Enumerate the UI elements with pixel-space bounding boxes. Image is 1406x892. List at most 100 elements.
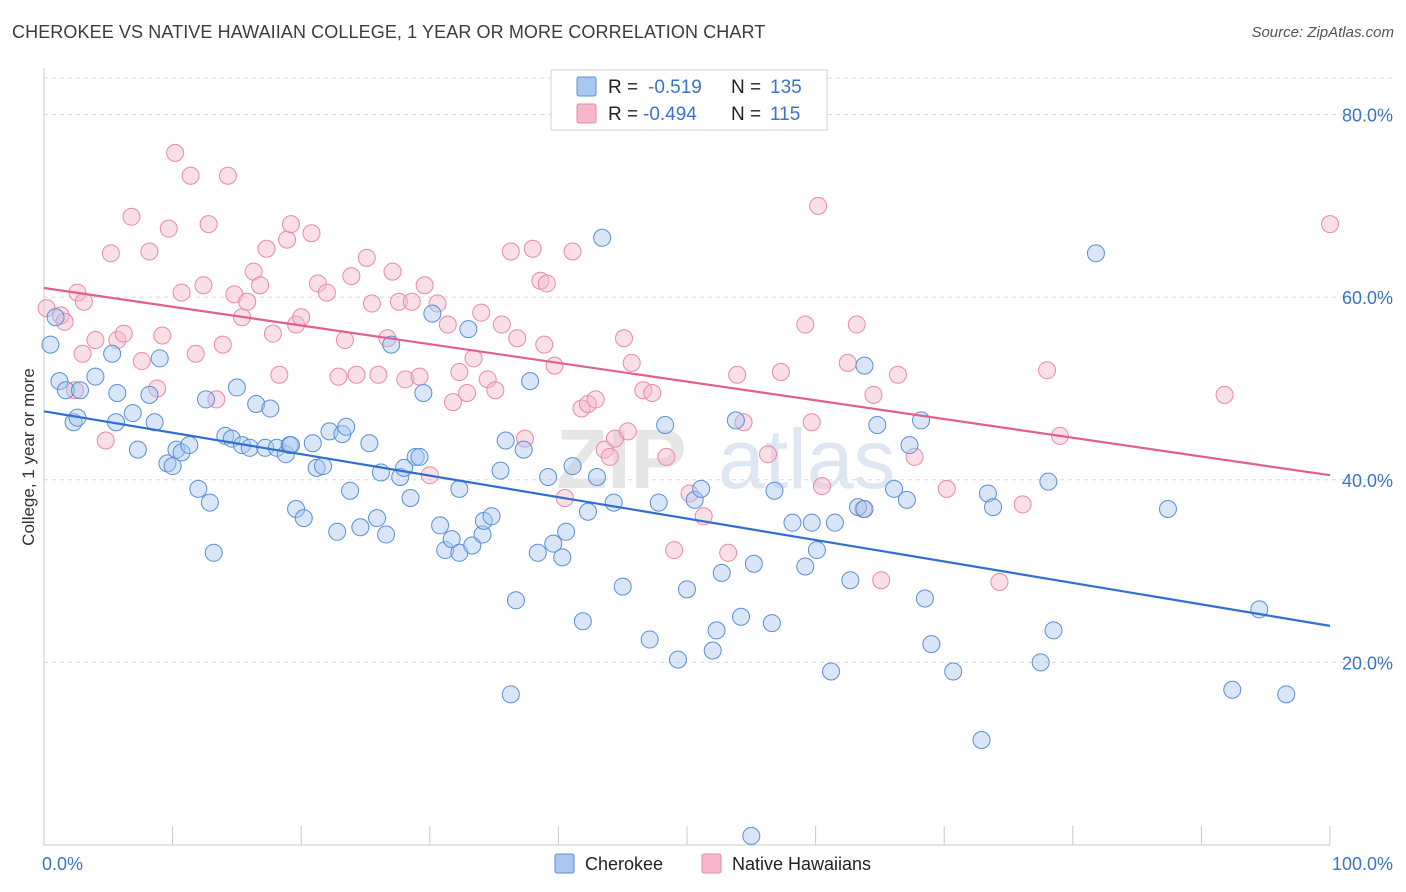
hawaiian-point — [472, 303, 491, 322]
cherokee-point — [341, 481, 360, 500]
cherokee-point — [703, 641, 722, 660]
hawaiian-point — [545, 356, 564, 375]
cherokee-point — [377, 525, 396, 544]
hawaiian-point — [132, 352, 151, 371]
cherokee-point — [351, 518, 370, 537]
cherokee-point — [712, 563, 731, 582]
hawaiian-point — [278, 230, 297, 249]
cherokee-point — [521, 372, 540, 391]
cherokee-point — [506, 591, 525, 610]
y-tick-label: 20.0% — [1342, 653, 1393, 673]
hawaiian-point — [96, 431, 115, 450]
legend-r-label-hawaiian: R = — [608, 104, 638, 125]
legend-n-label-cherokee: N = — [731, 77, 761, 98]
cherokee-point — [431, 516, 450, 535]
cherokee-point — [593, 228, 612, 247]
hawaiian-point — [990, 573, 1009, 592]
cherokee-point — [1158, 499, 1177, 518]
hawaiian-point — [622, 353, 641, 372]
cherokee-point — [180, 436, 199, 455]
hawaiian-point — [937, 479, 956, 498]
cherokee-point — [742, 826, 761, 845]
hawaiian-point — [263, 324, 282, 343]
hawaiian-point — [159, 219, 178, 238]
hawaiian-point — [396, 370, 415, 389]
y-tick-labels: 20.0% 40.0% 60.0% 80.0% — [1342, 106, 1393, 674]
x-tick-label-max: 100.0% — [1332, 854, 1393, 874]
y-tick-label: 60.0% — [1342, 288, 1393, 308]
x-tick-labels: 0.0% 100.0% — [42, 854, 1393, 874]
hawaiian-point — [213, 335, 232, 354]
cherokee-point — [501, 685, 520, 704]
hawaiian-point — [1038, 361, 1057, 380]
hawaiian-point — [37, 299, 56, 318]
cherokee-point — [314, 457, 333, 476]
hawaiian-point — [1013, 495, 1032, 514]
bottom-legend-hawaiian: Native Hawaiians — [732, 854, 871, 874]
cherokee-point — [578, 502, 597, 521]
cherokee-point — [172, 443, 191, 462]
cherokee-point — [885, 479, 904, 498]
cherokee-point — [726, 411, 745, 430]
hawaiian-point — [809, 196, 828, 215]
hawaiian-point — [257, 239, 276, 258]
legend-n-value-hawaiian: 115 — [770, 104, 800, 125]
cherokee-point — [204, 543, 223, 562]
legend-r-value-cherokee: -0.519 — [648, 77, 702, 98]
hawaiian-point — [523, 239, 542, 258]
hawaiian-point — [251, 276, 270, 295]
cherokee-point — [459, 320, 478, 339]
cherokee-point — [855, 356, 874, 375]
hawaiian-point — [335, 331, 354, 350]
hawaiian-point — [122, 207, 141, 226]
hawaiian-point — [486, 381, 505, 400]
cherokee-point — [50, 372, 69, 391]
cherokee-trend-line — [43, 410, 1331, 627]
legend-swatch-cherokee — [576, 76, 597, 97]
hawaiian-point — [415, 276, 434, 295]
hawaiian-point — [238, 292, 257, 311]
hawaiian-point — [270, 365, 289, 384]
hawaiian-point — [357, 248, 376, 267]
trend-lines — [43, 286, 1331, 627]
cherokee-point — [900, 436, 919, 455]
cherokee-point — [247, 394, 266, 413]
hawaiian-point — [492, 315, 511, 334]
cherokee-point — [802, 513, 821, 532]
hawaiian-point — [308, 274, 327, 293]
hawaiian-point — [872, 571, 891, 590]
hawaiian-point — [65, 381, 84, 400]
hawaiian-point — [572, 399, 591, 418]
cherokee-point — [922, 635, 941, 654]
cherokee-point — [423, 304, 442, 323]
hawaiian-point — [383, 262, 402, 281]
hawaiian-trend-line — [43, 286, 1331, 477]
cherokee-point — [685, 490, 704, 509]
legend-frame — [550, 69, 828, 131]
hawaiian-point — [600, 447, 619, 466]
hawaiian-point — [218, 166, 237, 185]
hawaiian-point — [443, 393, 462, 412]
cherokee-point — [140, 385, 159, 404]
bottom-legend-cherokee: Cherokee — [585, 854, 663, 874]
cherokee-point — [401, 489, 420, 508]
hawaiian-point — [302, 224, 321, 243]
cherokee-point — [822, 662, 841, 681]
bottom-legend-swatch-hawaiian — [701, 853, 722, 874]
cherokee-point — [796, 557, 815, 576]
cherokee-point — [1277, 685, 1296, 704]
cherokee-point — [41, 335, 60, 354]
hawaiian-point — [101, 244, 120, 263]
cherokee-point — [128, 440, 147, 459]
cherokee-point — [482, 507, 501, 526]
cherokee-point — [442, 530, 461, 549]
hawaiian-point — [140, 242, 159, 261]
hawaiian-point — [864, 385, 883, 404]
hawaiian-point — [153, 326, 172, 345]
hawaiian-point — [317, 283, 336, 302]
cherokee-point — [640, 630, 659, 649]
hawaiian-point — [172, 283, 191, 302]
cherokee-point — [382, 335, 401, 354]
cherokee-point — [200, 493, 219, 512]
x-tick-label-min: 0.0% — [42, 854, 83, 874]
